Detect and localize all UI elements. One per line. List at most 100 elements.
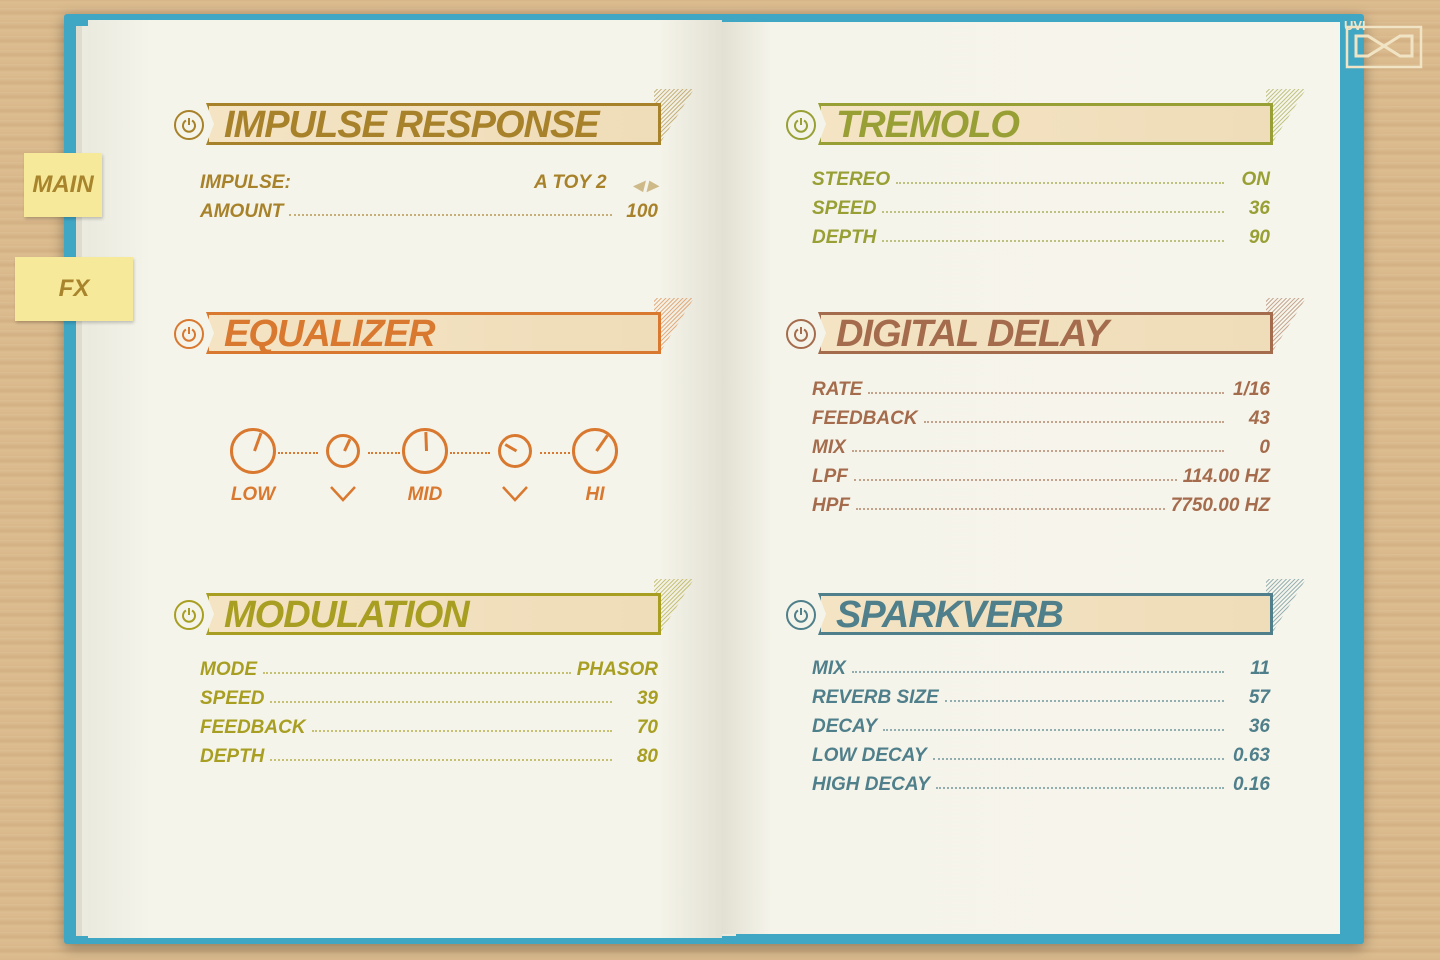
- dotted-leader: [944, 700, 1224, 702]
- dotted-leader: [882, 211, 1224, 213]
- param-label: AMOUNT: [200, 201, 284, 222]
- param-row: DECAY 36: [812, 709, 1270, 738]
- param-value[interactable]: 90: [1248, 227, 1270, 248]
- dotted-leader: [932, 758, 1224, 760]
- knob-pointer: [343, 438, 352, 452]
- dotted-leader: [935, 787, 1224, 789]
- power-icon: [794, 608, 808, 623]
- param-row: STEREO ON: [812, 162, 1270, 191]
- dotted-leader: [896, 182, 1224, 184]
- section-title: IMPULSE RESPONSE: [224, 104, 600, 146]
- param-label: DEPTH: [812, 227, 877, 248]
- right-page: [722, 22, 1340, 934]
- param-row: AMOUNT 100: [200, 194, 658, 223]
- power-button[interactable]: [174, 319, 204, 349]
- param-value[interactable]: PHASOR: [576, 659, 658, 680]
- knob-pointer: [504, 443, 518, 453]
- param-value[interactable]: 36: [1248, 716, 1270, 737]
- param-value[interactable]: 1/16: [1233, 379, 1270, 400]
- dotted-leader: [851, 671, 1224, 673]
- param-row: MIX 0: [812, 430, 1270, 459]
- power-icon: [794, 118, 808, 133]
- left-arrow-icon[interactable]: ◀: [632, 177, 644, 193]
- knob-label: HI: [585, 484, 605, 505]
- param-value[interactable]: 114.00 HZ: [1182, 466, 1270, 487]
- param-value[interactable]: ON: [1241, 169, 1271, 190]
- dotted-leader: [851, 450, 1224, 452]
- param-row: DEPTH 90: [812, 220, 1270, 249]
- section-title: SPARKVERB: [836, 594, 1064, 636]
- power-button[interactable]: [174, 110, 204, 140]
- param-value[interactable]: 70: [636, 717, 658, 738]
- eq-controls: LOW MID HI: [230, 428, 630, 518]
- param-label: SPEED: [200, 688, 265, 709]
- param-label: MODE: [200, 659, 257, 680]
- dotted-leader: [289, 214, 612, 216]
- param-row: REVERB SIZE 57: [812, 680, 1270, 709]
- param-list: STEREO ON SPEED 36 DEPTH 90: [812, 162, 1270, 249]
- param-row: LPF 114.00 HZ: [812, 459, 1270, 488]
- section-header: DIGITAL DELAY: [786, 298, 1306, 358]
- filter-type-chevron-down-icon[interactable]: [502, 486, 528, 502]
- dotted-leader: [856, 508, 1165, 510]
- param-row: MODE PHASOR: [200, 652, 658, 681]
- param-label: RATE: [812, 379, 863, 400]
- dotted-leader: [311, 730, 612, 732]
- left-page: [88, 20, 722, 938]
- param-value[interactable]: 7750.00 HZ: [1170, 495, 1270, 516]
- knob-band-3[interactable]: [498, 434, 532, 468]
- section-header: IMPULSE RESPONSE: [174, 89, 694, 149]
- power-icon: [794, 327, 808, 342]
- param-label: DECAY: [812, 716, 878, 737]
- dotted-leader: [270, 759, 612, 761]
- power-button[interactable]: [786, 319, 816, 349]
- param-list: MIX 11 REVERB SIZE 57 DECAY 36 LOW DECAY 0.63 HI…: [812, 651, 1270, 796]
- knob-band-1[interactable]: [326, 434, 360, 468]
- param-row: SPEED 39: [200, 681, 658, 710]
- param-label: HIGH DECAY: [812, 774, 930, 795]
- power-icon: [182, 327, 196, 342]
- connector-line: [278, 452, 318, 454]
- dotted-leader: [868, 392, 1224, 394]
- param-value[interactable]: 43: [1248, 408, 1270, 429]
- param-value[interactable]: 0.16: [1233, 774, 1270, 795]
- tab-main[interactable]: MAIN: [24, 153, 102, 217]
- section-header: EQUALIZER: [174, 298, 694, 358]
- power-button[interactable]: [174, 600, 204, 630]
- param-value[interactable]: 39: [636, 688, 658, 709]
- param-value[interactable]: 36: [1248, 198, 1270, 219]
- filter-type-chevron-down-icon[interactable]: [330, 486, 356, 502]
- param-row: HPF 7750.00 HZ: [812, 488, 1270, 517]
- right-arrow-icon[interactable]: ▶: [643, 177, 658, 193]
- param-label: LOW DECAY: [812, 745, 927, 766]
- power-icon: [182, 118, 196, 133]
- param-value[interactable]: A TOY 2: [534, 172, 607, 193]
- knob-hi[interactable]: [572, 428, 618, 474]
- dotted-leader: [883, 729, 1224, 731]
- knob-label: MID: [407, 484, 443, 505]
- power-button[interactable]: [786, 110, 816, 140]
- param-label: HPF: [812, 495, 850, 516]
- knob-mid[interactable]: [402, 428, 448, 474]
- knob-pointer: [253, 432, 263, 452]
- prev-next-arrows[interactable]: ◀ ▶: [633, 177, 658, 194]
- power-button[interactable]: [786, 600, 816, 630]
- tab-fx[interactable]: FX: [15, 257, 133, 321]
- param-value[interactable]: 11: [1250, 658, 1270, 679]
- connector-line: [450, 452, 490, 454]
- param-value[interactable]: 80: [636, 746, 658, 767]
- knob-label: LOW: [230, 484, 276, 505]
- dotted-leader: [853, 479, 1177, 481]
- svg-text:UVI: UVI: [1344, 18, 1366, 33]
- dotted-leader: [263, 672, 571, 674]
- param-row: IMPULSE: A TOY 2 ◀ ▶: [200, 165, 658, 194]
- section-title: EQUALIZER: [224, 313, 436, 355]
- knob-low[interactable]: [230, 428, 276, 474]
- param-row: FEEDBACK 70: [200, 710, 658, 739]
- param-value[interactable]: 100: [626, 201, 658, 222]
- param-value[interactable]: 0.63: [1233, 745, 1270, 766]
- param-value[interactable]: 57: [1248, 687, 1270, 708]
- param-list: MODE PHASOR SPEED 39 FEEDBACK 70 DEPTH 80: [200, 652, 658, 768]
- param-value[interactable]: 0: [1259, 437, 1270, 458]
- param-row: RATE 1/16: [812, 372, 1270, 401]
